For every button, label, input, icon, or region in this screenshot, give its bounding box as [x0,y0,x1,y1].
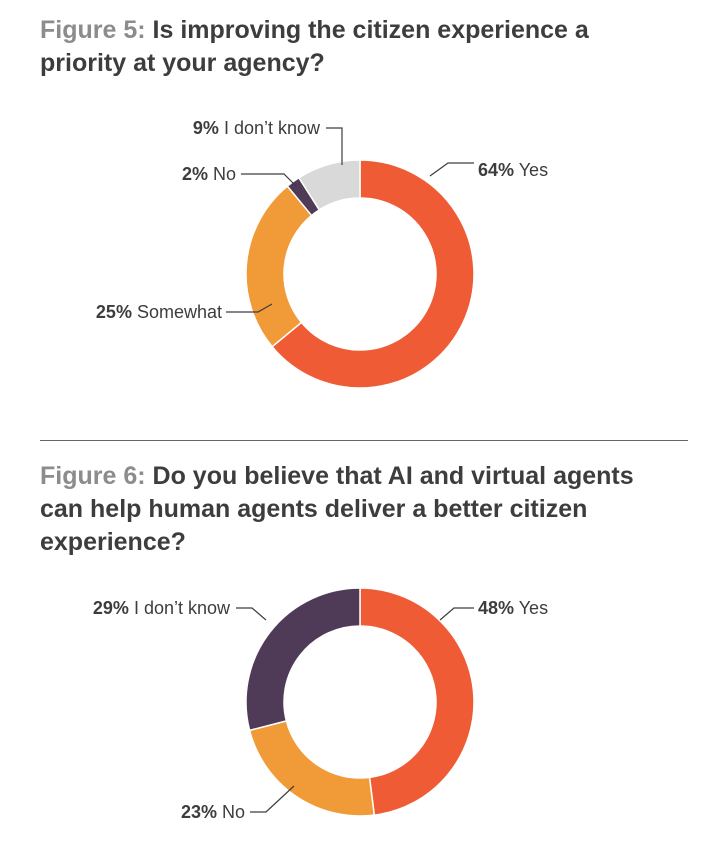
fig6-label-yes-value: 48% [478,598,514,618]
fig5-label-yes-value: 64% [478,160,514,180]
fig5-slice-yes [271,159,475,389]
fig5-label-no-value: 2% [182,164,208,184]
section-divider [40,440,688,441]
fig5-label-i-don-t-know: 9% I don’t know [193,118,321,138]
fig6-label-no-value: 23% [181,802,217,822]
fig6-leader-yes [439,607,474,621]
fig5-label-no-category: No [208,164,236,184]
fig6-slice-yes [359,587,475,816]
figure-6-question: Do you believe that AI and virtual agent… [40,462,634,556]
fig6-slice-i-don-t-know [245,587,361,732]
figure-6-number: Figure 6: [40,462,146,490]
fig6-label-i-don-t-know-value: 29% [93,598,129,618]
fig5-leader-no [241,173,297,187]
fig5-leader-i-don-t-know [326,127,343,165]
fig5-label-i-don-t-know-category: I don’t know [219,118,321,138]
figure-6-title: Figure 6: Do you believe that AI and vir… [40,460,680,559]
fig5-label-somewhat: 25% Somewhat [96,302,222,322]
fig5-label-yes-category: Yes [514,160,548,180]
figure-5-question: Is improving the citizen experience a pr… [40,16,589,77]
figure-5-donut-chart: 64% Yes 25% Somewhat 2% No 9% I don’t know [96,118,548,389]
figure-5-title: Figure 5: Is improving the citizen exper… [40,14,660,80]
fig6-slice-no [248,719,376,817]
fig5-label-somewhat-value: 25% [96,302,132,322]
fig5-label-somewhat-category: Somewhat [132,302,222,322]
fig6-label-no: 23% No [181,802,245,822]
fig6-label-i-don-t-know: 29% I don’t know [93,598,231,618]
fig5-leader-somewhat [226,303,273,313]
fig6-label-i-don-t-know-category: I don’t know [129,598,231,618]
fig5-label-i-don-t-know-value: 9% [193,118,219,138]
fig6-label-no-category: No [217,802,245,822]
fig5-label-yes: 64% Yes [478,160,548,180]
fig6-leader-i-don-t-know [236,607,267,621]
fig6-label-yes-category: Yes [514,598,548,618]
fig6-label-yes: 48% Yes [478,598,548,618]
figure-5-number: Figure 5: [40,16,146,44]
fig6-leader-no [250,785,295,813]
fig5-label-no: 2% No [182,164,236,184]
fig5-leader-yes [429,162,474,177]
fig5-slice-i-don-t-know [297,159,361,211]
